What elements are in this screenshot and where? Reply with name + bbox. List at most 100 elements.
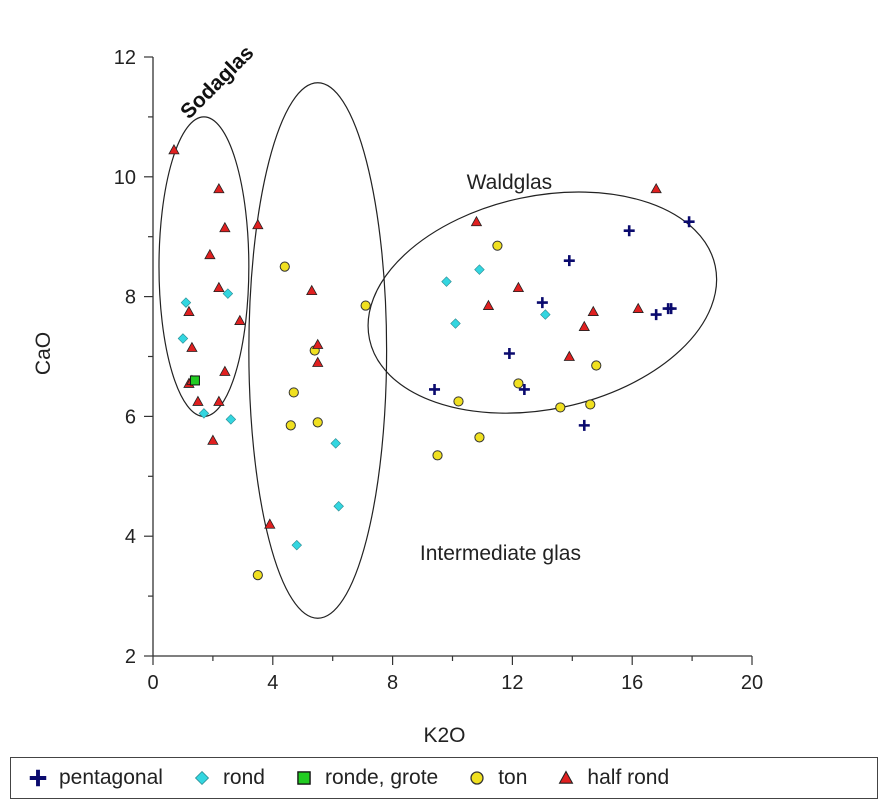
point-ton — [252, 570, 263, 581]
point-ton — [492, 240, 503, 251]
legend-symbol — [470, 771, 484, 785]
point-rond — [450, 318, 461, 329]
point-half-rond — [482, 299, 495, 310]
point-half-rond — [512, 281, 525, 293]
point-half-rond — [183, 305, 195, 316]
point-half-rond — [234, 314, 246, 325]
point-rond — [441, 276, 452, 287]
point-ton — [555, 402, 566, 413]
point-ton — [591, 360, 602, 371]
point-rond — [540, 309, 551, 320]
point-half-rond — [186, 341, 198, 352]
point-half-rond — [204, 248, 216, 260]
y-tick-label: 6 — [125, 406, 136, 428]
point-rond — [330, 438, 341, 449]
legend-marker-pentagonal — [29, 769, 47, 787]
legend-label: ronde, grote — [324, 766, 439, 789]
legend-symbol — [194, 770, 209, 786]
point-half-rond — [312, 356, 324, 367]
axes: 2 4 6 8 10 12 0 4 8 12 16 20 K2O CaO — [32, 47, 763, 747]
legend-marker-half-rond — [559, 770, 574, 784]
point-half-rond — [213, 395, 225, 406]
legend-label: half rond — [587, 766, 670, 789]
legend-item-rond: rond — [191, 766, 265, 790]
point-rond — [474, 264, 485, 275]
point-ton — [585, 399, 596, 410]
data-points — [168, 144, 695, 581]
point-ronde-grote — [189, 375, 200, 386]
point-ton — [312, 417, 323, 428]
point-rond — [225, 414, 237, 425]
point-half-rond — [219, 365, 231, 376]
annotation-intermediate-glas: Intermediate glas — [420, 542, 581, 565]
legend-item-pentagonal: pentagonal — [27, 766, 163, 790]
point-half-rond — [587, 305, 599, 316]
legend-label: rond — [222, 766, 265, 789]
legend-label: pentagonal — [59, 766, 163, 789]
x-tick-label: 16 — [621, 672, 643, 694]
x-tick-label: 0 — [147, 672, 158, 694]
point-half-rond — [213, 182, 225, 194]
y-tick-label: 2 — [125, 646, 136, 668]
y-tick-label: 4 — [125, 526, 136, 548]
scatter-chart: 2 4 6 8 10 12 0 4 8 12 16 20 K2O CaO Sodaglas Waldglas… — [32, 41, 763, 747]
ellipse-regions — [158, 82, 718, 619]
point-ton — [360, 300, 371, 311]
annotations: Sodaglas Waldglas Intermediate glas — [176, 41, 581, 565]
annotation-waldglas: Waldglas — [467, 171, 553, 194]
point-ton — [288, 387, 299, 398]
legend-marker-ton — [470, 771, 484, 785]
y-tick-label: 12 — [114, 47, 136, 69]
legend-item-half-rond: half rond — [555, 766, 669, 790]
point-rond — [198, 408, 210, 419]
point-rond — [291, 539, 302, 551]
x-tick-label: 12 — [501, 672, 523, 694]
point-pentagonal — [665, 303, 677, 315]
point-ton — [513, 378, 524, 389]
point-pentagonal — [623, 225, 635, 237]
point-rond — [222, 288, 234, 299]
legend-symbol — [297, 771, 311, 785]
point-ton — [279, 261, 290, 272]
x-tick-label: 20 — [741, 672, 763, 694]
legend-symbol — [559, 770, 574, 784]
point-half-rond — [207, 434, 219, 445]
legend-symbol — [29, 769, 47, 787]
point-ton — [474, 432, 485, 443]
legend-item-ronde-grote: ronde, grote — [293, 766, 438, 790]
point-half-rond — [312, 338, 324, 349]
point-pentagonal — [536, 297, 548, 309]
point-ton — [432, 450, 443, 461]
x-tick-label: 8 — [387, 672, 398, 694]
x-tick-label: 4 — [267, 672, 278, 694]
point-pentagonal — [650, 309, 662, 321]
point-half-rond — [264, 518, 276, 529]
y-axis-title: CaO — [32, 332, 55, 375]
point-half-rond — [563, 350, 575, 361]
point-rond — [180, 297, 192, 308]
point-pentagonal — [563, 255, 575, 267]
point-ton — [453, 396, 464, 407]
point-pentagonal — [518, 383, 530, 395]
point-pentagonal — [578, 419, 590, 431]
legend-marker-ronde-grote — [297, 771, 311, 785]
point-ton — [285, 420, 296, 431]
point-half-rond — [219, 221, 231, 233]
point-pentagonal — [503, 348, 515, 360]
x-axis-title: K2O — [423, 724, 465, 747]
legend-label: ton — [498, 766, 528, 789]
legend-marker-rond — [194, 770, 209, 786]
point-rond — [177, 333, 189, 344]
ellipse-sodaglas — [158, 116, 250, 417]
point-half-rond — [306, 284, 318, 296]
point-half-rond — [252, 218, 264, 230]
point-half-rond — [192, 395, 204, 406]
y-tick-label: 10 — [114, 167, 136, 189]
ellipse-intermediate-glas — [248, 82, 388, 619]
point-half-rond — [632, 302, 644, 313]
legend: pentagonal rond ronde, grote ton half rond — [10, 757, 878, 799]
point-half-rond — [470, 215, 483, 227]
annotation-sodaglas: Sodaglas — [176, 41, 258, 123]
point-half-rond — [213, 281, 225, 293]
legend-item-ton: ton — [466, 766, 527, 790]
